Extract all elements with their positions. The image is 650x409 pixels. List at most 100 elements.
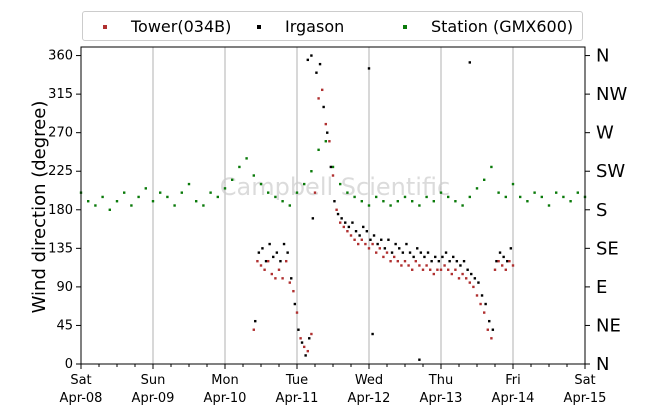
data-point	[429, 268, 432, 271]
data-point	[432, 200, 435, 203]
x-tick-day: Thu	[428, 373, 453, 388]
x-tick-day: Sun	[141, 373, 166, 388]
y-tick-label: 270	[48, 126, 73, 141]
compass-label: SE	[596, 238, 619, 259]
data-point	[336, 212, 340, 216]
data-point	[311, 217, 315, 220]
legend-item-irgason: Irgason	[257, 17, 344, 36]
legend-label-station: Station (GMX600)	[431, 17, 574, 36]
x-tick-date: Apr-14	[492, 391, 535, 406]
data-point	[354, 230, 358, 233]
data-point	[365, 230, 369, 233]
series-layer	[79, 54, 587, 361]
x-tick-day: Tue	[285, 373, 308, 388]
data-point	[452, 255, 455, 259]
data-point	[293, 302, 297, 306]
data-point	[353, 195, 356, 199]
data-point	[425, 195, 428, 199]
data-point	[376, 242, 379, 246]
data-point	[264, 259, 268, 263]
data-point	[504, 195, 507, 199]
data-point	[412, 255, 415, 259]
data-point	[254, 319, 257, 323]
y-axis-label: Wind direction (degree)	[29, 101, 50, 314]
data-point	[472, 285, 475, 289]
data-point	[267, 191, 270, 194]
data-point	[488, 319, 491, 323]
x-tick-date: Apr-11	[276, 391, 319, 406]
data-point	[123, 191, 126, 194]
legend-item-tower: Tower(034B)	[103, 17, 231, 36]
data-point	[360, 200, 363, 203]
series-1	[254, 54, 513, 361]
data-point	[439, 191, 443, 194]
data-point	[317, 97, 320, 100]
data-point	[231, 178, 234, 181]
y-axis: 0 45 90 135 180 225 270 315 360	[48, 49, 81, 372]
data-point	[364, 242, 367, 246]
legend-marker-station	[403, 24, 407, 29]
data-point	[371, 242, 374, 246]
data-point	[479, 302, 482, 306]
data-point	[430, 259, 433, 263]
data-point	[385, 251, 389, 254]
data-point	[333, 200, 336, 203]
data-point	[380, 238, 383, 241]
y-tick-label: 315	[48, 87, 73, 102]
data-point	[303, 345, 306, 349]
data-point	[223, 187, 227, 190]
data-point	[321, 88, 324, 92]
data-point	[335, 208, 338, 211]
data-point	[448, 259, 451, 263]
data-point	[166, 195, 169, 199]
compass-label: S	[596, 200, 607, 221]
data-point	[353, 238, 356, 241]
legend: Tower(034B) Irgason Station (GMX600)	[82, 11, 583, 41]
data-point	[382, 200, 385, 203]
data-point	[378, 247, 381, 250]
data-point	[101, 195, 104, 199]
data-point	[346, 191, 349, 194]
data-point	[419, 251, 423, 254]
data-point	[418, 264, 421, 267]
data-point	[486, 328, 489, 331]
data-point	[414, 259, 417, 263]
data-point	[511, 264, 515, 267]
data-point	[468, 61, 471, 64]
data-point	[495, 259, 498, 263]
data-point	[465, 277, 468, 280]
data-point	[173, 204, 176, 207]
data-point	[418, 358, 421, 361]
data-point	[393, 255, 396, 259]
x-tick-date: Apr-09	[132, 391, 175, 406]
data-point	[390, 251, 394, 254]
y-tick-label: 180	[48, 203, 73, 218]
data-point	[526, 200, 529, 203]
data-point	[498, 251, 502, 254]
data-point	[416, 247, 419, 250]
data-point	[279, 259, 282, 263]
data-point	[281, 200, 284, 203]
data-point	[371, 332, 374, 336]
data-point	[318, 62, 322, 66]
data-point	[375, 195, 378, 199]
data-point	[151, 200, 155, 203]
compass-label: W	[596, 123, 614, 144]
data-point	[511, 182, 515, 186]
data-point	[425, 264, 428, 267]
data-point	[295, 311, 299, 314]
legend-marker-irgason	[257, 24, 261, 29]
data-point	[252, 174, 255, 177]
data-point	[285, 259, 288, 263]
data-point	[252, 328, 255, 331]
grid-lines	[152, 47, 514, 364]
x-tick-day: Wed	[355, 373, 383, 388]
data-point	[259, 182, 263, 186]
data-point	[306, 349, 309, 353]
plot-frame	[80, 46, 586, 365]
data-point	[396, 259, 399, 263]
compass-label: E	[596, 277, 607, 298]
data-point	[461, 272, 464, 276]
data-point	[502, 255, 505, 259]
data-point	[187, 182, 191, 186]
